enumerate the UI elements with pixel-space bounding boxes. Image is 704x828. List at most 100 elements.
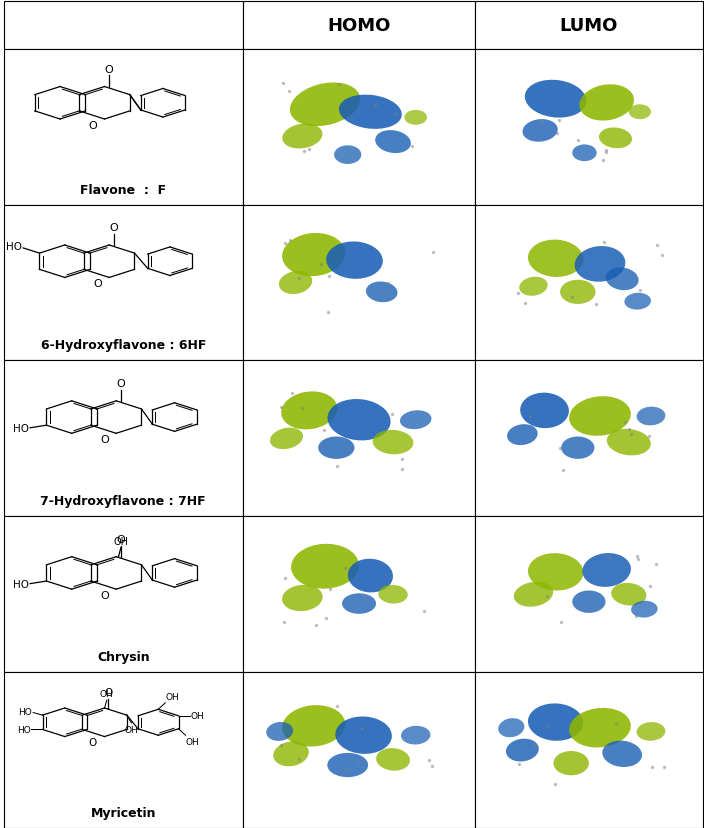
Text: OH: OH: [113, 536, 128, 546]
Ellipse shape: [528, 240, 584, 277]
Ellipse shape: [582, 553, 631, 587]
Ellipse shape: [281, 392, 337, 430]
Ellipse shape: [629, 105, 651, 120]
Text: Myricetin: Myricetin: [90, 806, 156, 819]
Ellipse shape: [327, 753, 368, 777]
Ellipse shape: [270, 428, 303, 450]
Ellipse shape: [282, 233, 345, 277]
Ellipse shape: [636, 407, 665, 426]
Ellipse shape: [401, 726, 430, 744]
Ellipse shape: [378, 585, 408, 604]
Text: 7-Hydroxyflavone : 7HF: 7-Hydroxyflavone : 7HF: [40, 494, 206, 508]
Text: O: O: [100, 435, 109, 445]
Bar: [4, 50, 243, 205]
Bar: [4, 672, 243, 828]
Text: HO: HO: [17, 725, 31, 734]
Text: OH: OH: [100, 690, 114, 698]
Ellipse shape: [514, 582, 553, 607]
Text: HO: HO: [6, 242, 22, 252]
Bar: [475, 517, 703, 672]
Bar: [4, 205, 243, 361]
Bar: [243, 2, 475, 50]
Bar: [4, 517, 243, 672]
Ellipse shape: [528, 704, 584, 741]
Ellipse shape: [553, 751, 589, 775]
Text: OH: OH: [165, 692, 179, 701]
Ellipse shape: [572, 145, 597, 162]
Ellipse shape: [282, 705, 345, 747]
Ellipse shape: [561, 437, 594, 460]
Bar: [475, 361, 703, 517]
Ellipse shape: [334, 146, 361, 165]
Ellipse shape: [572, 591, 605, 613]
Ellipse shape: [291, 544, 359, 589]
Ellipse shape: [273, 741, 309, 767]
Text: O: O: [104, 687, 112, 697]
Ellipse shape: [569, 708, 631, 748]
Bar: [243, 672, 475, 828]
Ellipse shape: [376, 749, 410, 771]
Text: O: O: [100, 590, 109, 600]
Ellipse shape: [342, 594, 376, 614]
Ellipse shape: [569, 397, 631, 436]
Ellipse shape: [560, 281, 596, 305]
Bar: [475, 50, 703, 205]
Ellipse shape: [624, 293, 651, 310]
Bar: [243, 50, 475, 205]
Ellipse shape: [372, 431, 413, 455]
Text: OH: OH: [190, 711, 204, 720]
Ellipse shape: [520, 277, 548, 296]
Ellipse shape: [631, 601, 658, 618]
Ellipse shape: [339, 95, 402, 130]
Ellipse shape: [282, 585, 322, 611]
Text: HOMO: HOMO: [327, 17, 391, 35]
Ellipse shape: [506, 739, 539, 762]
Bar: [475, 2, 703, 50]
Bar: [475, 205, 703, 361]
Bar: [243, 517, 475, 672]
Ellipse shape: [404, 111, 427, 126]
Text: O: O: [93, 279, 102, 289]
Text: O: O: [116, 378, 125, 388]
Text: HO: HO: [13, 423, 29, 433]
Ellipse shape: [574, 247, 625, 282]
Ellipse shape: [607, 430, 650, 455]
Ellipse shape: [279, 272, 312, 295]
Text: O: O: [110, 223, 118, 233]
Ellipse shape: [524, 80, 586, 118]
Text: HO: HO: [13, 579, 29, 589]
Bar: [475, 672, 703, 828]
Ellipse shape: [636, 722, 665, 741]
Bar: [4, 361, 243, 517]
Ellipse shape: [522, 120, 558, 142]
Ellipse shape: [520, 393, 569, 429]
Text: O: O: [89, 737, 97, 748]
Text: HO: HO: [18, 707, 32, 716]
Ellipse shape: [507, 425, 538, 445]
Text: LUMO: LUMO: [560, 17, 618, 35]
Text: Flavone  :  F: Flavone : F: [80, 183, 166, 196]
Bar: [4, 2, 243, 50]
Ellipse shape: [599, 128, 632, 149]
Ellipse shape: [375, 131, 411, 154]
Text: OH: OH: [186, 737, 199, 746]
Ellipse shape: [348, 559, 393, 593]
Ellipse shape: [605, 268, 639, 291]
Ellipse shape: [611, 583, 646, 606]
Ellipse shape: [498, 718, 524, 738]
Ellipse shape: [290, 84, 360, 127]
Ellipse shape: [400, 411, 432, 430]
Ellipse shape: [335, 716, 392, 754]
Ellipse shape: [327, 400, 391, 440]
Ellipse shape: [603, 741, 642, 767]
Text: O: O: [116, 534, 125, 544]
Ellipse shape: [528, 553, 584, 591]
Ellipse shape: [282, 124, 322, 149]
Text: O: O: [105, 65, 113, 75]
Ellipse shape: [366, 282, 398, 303]
Ellipse shape: [318, 437, 355, 460]
Text: OH: OH: [125, 725, 138, 734]
Ellipse shape: [326, 242, 383, 280]
Bar: [243, 205, 475, 361]
Ellipse shape: [579, 85, 634, 122]
